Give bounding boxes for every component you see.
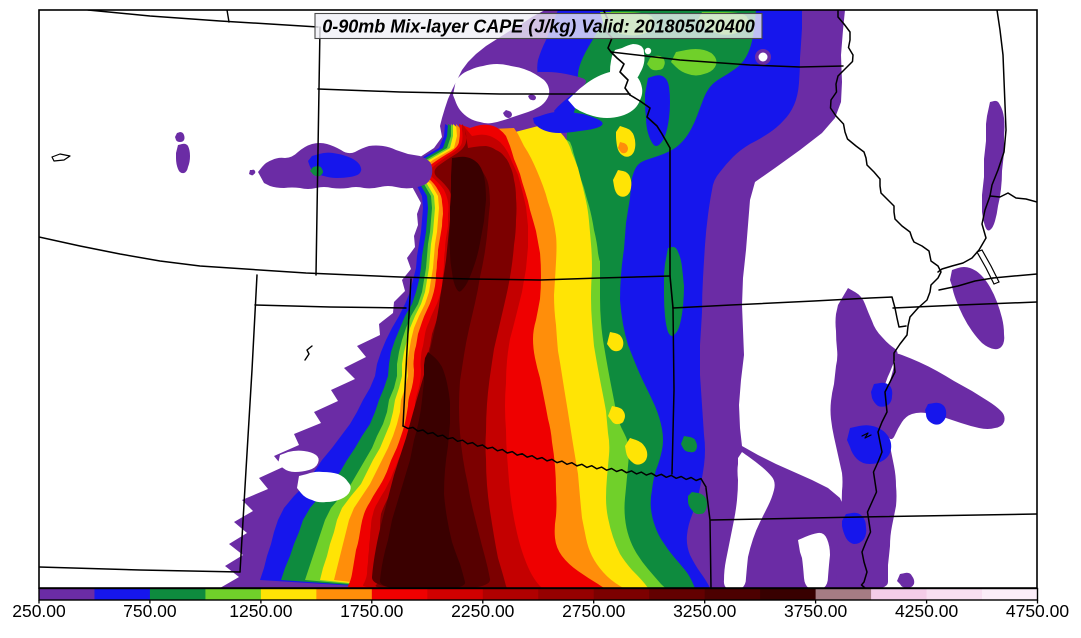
svg-text:1250.00: 1250.00 bbox=[229, 601, 293, 621]
svg-text:2750.00: 2750.00 bbox=[562, 601, 626, 621]
svg-text:3750.00: 3750.00 bbox=[784, 601, 848, 621]
svg-text:750.00: 750.00 bbox=[123, 601, 177, 621]
svg-text:4750.00: 4750.00 bbox=[1006, 601, 1070, 621]
svg-text:1750.00: 1750.00 bbox=[340, 601, 404, 621]
svg-text:3250.00: 3250.00 bbox=[673, 601, 737, 621]
svg-text:4250.00: 4250.00 bbox=[895, 601, 959, 621]
svg-text:250.00: 250.00 bbox=[12, 601, 66, 621]
svg-text:0-90mb Mix-layer CAPE (J/kg) V: 0-90mb Mix-layer CAPE (J/kg) Valid: 2018… bbox=[322, 17, 755, 37]
svg-text:2250.00: 2250.00 bbox=[451, 601, 515, 621]
